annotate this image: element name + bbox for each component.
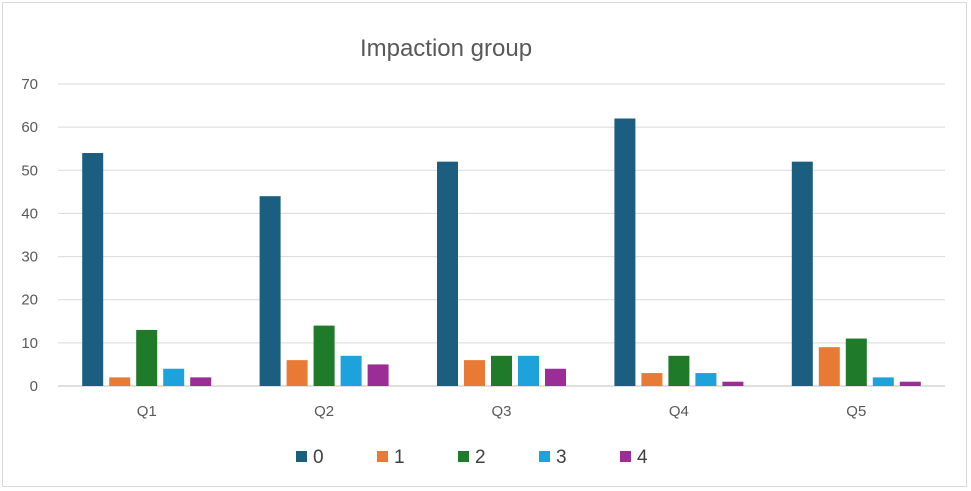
bar-q1-series-2 (136, 329, 158, 386)
bar-q5-series-3 (872, 377, 894, 386)
bar-q4-series-1 (641, 373, 663, 386)
bar-q5-series-1 (818, 347, 840, 386)
bar-q3-series-0 (437, 161, 458, 386)
bar-q2-series-4 (367, 364, 389, 386)
bar-q1-series-4 (190, 377, 212, 386)
y-tick-label: 70 (21, 76, 38, 93)
y-tick-label: 40 (21, 205, 38, 222)
bar-q3-series-1 (464, 360, 485, 386)
x-tick-label: Q2 (314, 403, 334, 420)
bars (82, 118, 921, 386)
x-tick-label: Q1 (137, 403, 157, 420)
y-tick-label: 0 (30, 378, 38, 395)
legend-swatch (620, 451, 631, 462)
y-axis-ticks: 0 10 20 30 40 50 60 70 (21, 76, 38, 395)
bar-q3-series-2 (491, 355, 512, 386)
y-tick-label: 30 (21, 249, 38, 266)
bar-q1-series-1 (109, 377, 131, 386)
bar-q4-series-2 (668, 355, 690, 386)
bar-q4-series-0 (614, 118, 636, 386)
x-tick-label: Q4 (669, 403, 689, 420)
chart-title: Impaction group (360, 35, 532, 62)
legend-swatch (296, 451, 307, 462)
bar-q4-series-3 (695, 373, 717, 386)
legend-label: 3 (556, 447, 567, 468)
y-tick-label: 60 (21, 119, 38, 136)
bar-q2-series-1 (286, 360, 308, 386)
x-axis-ticks: Q1 Q2 Q3 Q4 Q5 (137, 403, 867, 420)
y-tick-label: 10 (21, 335, 38, 352)
bar-q1-series-0 (82, 153, 104, 386)
legend-label: 2 (475, 447, 486, 468)
legend-swatch (377, 451, 388, 462)
bar-q1-series-3 (163, 368, 185, 386)
bar-q3-series-4 (545, 368, 566, 386)
legend-label: 0 (313, 447, 324, 468)
legend: 0 1 2 3 4 (296, 447, 648, 468)
bar-q5-series-2 (845, 338, 867, 386)
bar-q2-series-0 (259, 196, 281, 386)
legend-swatch (539, 451, 550, 462)
legend-swatch (458, 451, 469, 462)
bar-q4-series-4 (722, 381, 744, 386)
bar-q5-series-0 (791, 161, 813, 386)
y-tick-label: 20 (21, 292, 38, 309)
x-tick-label: Q3 (491, 403, 511, 420)
bar-q2-series-3 (340, 355, 362, 386)
bar-q3-series-3 (518, 355, 539, 386)
bar-q5-series-4 (899, 381, 921, 386)
legend-label: 1 (394, 447, 405, 468)
x-tick-label: Q5 (846, 403, 866, 420)
bar-q2-series-2 (313, 325, 335, 386)
y-tick-label: 50 (21, 162, 38, 179)
legend-label: 4 (637, 447, 648, 468)
